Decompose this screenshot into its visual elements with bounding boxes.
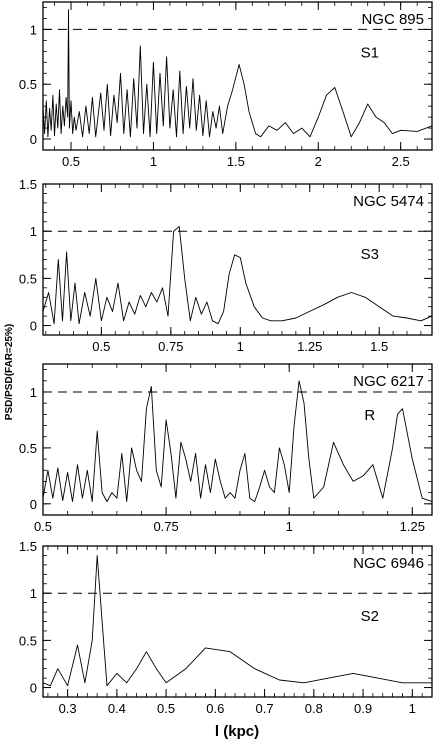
panel-4: 0.3 0.4 0.5 0.6 0.7 0.8 0.9 1 0 0.5 1 1.5 NGC 6946 S2 [19,539,433,716]
y-tick-label: 1.5 [19,539,37,554]
plot-frame [42,1,433,151]
x-tick-label: 0.6 [206,701,224,716]
x-tick-label: 0.75 [153,519,178,534]
x-tick-label: 0.7 [256,701,274,716]
y-tick-label: 1 [30,586,37,601]
x-tick-label: 2 [315,154,322,169]
galaxy-label: NGC 6946 [353,555,424,572]
galaxy-label: NGC 5474 [353,193,424,210]
arm-label: S3 [361,246,379,263]
x-tick-label: 0.75 [158,339,183,354]
y-tick-label: 0.5 [19,441,37,456]
galaxy-label: NGC 6217 [353,373,424,390]
y-tick-label: 1 [30,22,37,37]
x-tick-label: 1.25 [297,339,322,354]
x-tick-label: 1 [409,701,416,716]
arm-label: S2 [361,608,379,625]
arm-label: S1 [361,44,379,61]
arm-label: R [364,407,375,424]
y-tick-label: 0 [30,497,37,512]
x-tick-label: 1 [237,339,244,354]
panel-2: 0.5 0.75 1 1.25 1.5 0 0.5 1 1.5 NGC 5474 S3 [19,177,433,354]
x-tick-label: 0.5 [62,154,80,169]
series-line [42,9,433,138]
series-line [42,380,433,503]
x-tick-label: 1.5 [227,154,245,169]
x-tick-label: 0.4 [108,701,126,716]
x-tick-label: 0.5 [34,519,52,534]
x-tick-label: 1.25 [400,519,425,534]
y-axis-label: PSD/PSD(FAR=25%) [4,324,15,420]
y-tick-label: 1.5 [19,177,37,192]
x-axis-label: l (kpc) [215,723,259,740]
x-tick-label: 0.8 [305,701,323,716]
y-tick-label: 0 [30,132,37,147]
panel-3: 0.5 0.75 1 1.25 0 0.5 1 NGC 6217 R [19,363,433,534]
plot-frame [42,363,433,516]
y-tick-label: 1 [30,224,37,239]
x-tick-label: 1.5 [370,339,388,354]
series-line [42,226,433,325]
series-line [42,554,432,687]
y-tick-label: 0.5 [19,77,37,92]
x-tick-label: 0.5 [92,339,110,354]
x-tick-label: 1 [150,154,157,169]
y-tick-label: 0 [30,681,37,696]
x-tick-label: 0.9 [354,701,372,716]
x-tick-label: 0.5 [157,701,175,716]
x-tick-label: 0.3 [59,701,77,716]
galaxy-label: NGC 895 [361,11,424,28]
x-tick-label: 2.5 [392,154,410,169]
y-tick-label: 0.5 [19,633,37,648]
y-tick-label: 1 [30,385,37,400]
x-tick-label: 1 [286,519,293,534]
y-tick-label: 0 [30,319,37,334]
y-tick-label: 0.5 [19,271,37,286]
panel-1: 0.5 1 1.5 2 2.5 0 0.5 1 NGC 895 S1 [19,1,433,169]
